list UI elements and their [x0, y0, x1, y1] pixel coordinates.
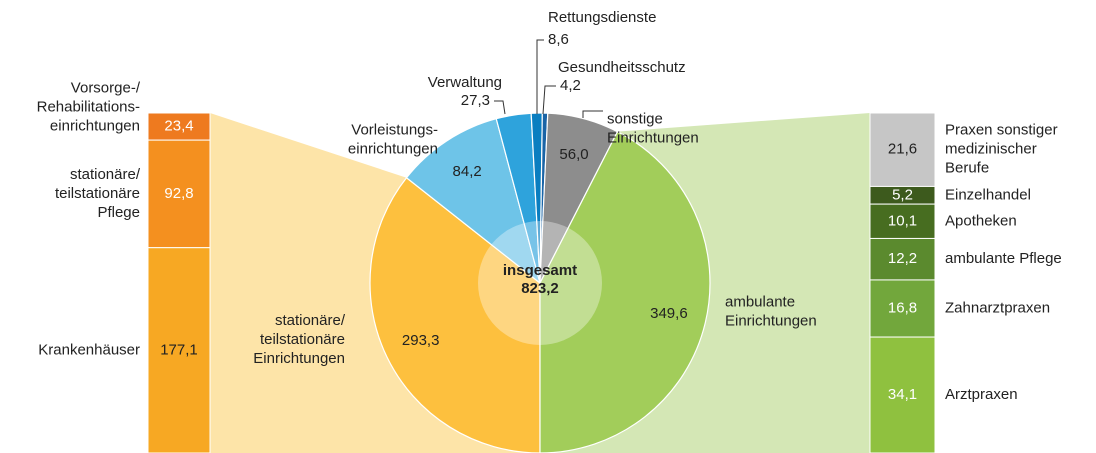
bar-value: 177,1 [160, 341, 198, 358]
pie [369, 112, 711, 453]
slice-name: Rettungsdienste [548, 9, 656, 26]
bar-value: 12,2 [888, 250, 917, 267]
bar-label: Arztpraxen [945, 386, 1018, 403]
bar-segment [869, 237, 936, 281]
bar-label: Zahnarztpraxen [945, 299, 1050, 316]
bars [147, 112, 936, 453]
bar-value: 5,2 [892, 186, 913, 203]
labels: stationäre/teilstationäre Einrichtungen 29… [37, 9, 1062, 403]
total-value: 823,2 [521, 280, 559, 297]
slice-value: 8,6 [548, 31, 569, 48]
slice-name: sonstige Einrichtungen [607, 110, 699, 146]
bar-segment [147, 139, 211, 249]
bar-segment [869, 279, 936, 338]
leader-line [542, 85, 556, 115]
bar-label: Krankenhäuser [38, 341, 140, 358]
bar-label: ambulante Pflege [945, 250, 1062, 267]
bar-value: 16,8 [888, 299, 917, 316]
bar-value: 21,6 [888, 141, 917, 158]
bar-segment [869, 203, 936, 239]
bar-value: 34,1 [888, 386, 917, 403]
slice-name: Gesundheitsschutz [558, 59, 686, 76]
bar-label: stationäre/teilstationäre Pflege [55, 166, 141, 221]
pie-slice [539, 130, 711, 453]
slice-name: Verwaltung [428, 74, 502, 91]
slice-value: 4,2 [560, 77, 581, 94]
bar-value: 92,8 [164, 185, 193, 202]
total-label: insgesamt [503, 262, 577, 279]
slice-name: Vorleistungs-einrichtungen [348, 121, 438, 157]
slice-value: 84,2 [453, 163, 482, 180]
leader-line [582, 110, 603, 118]
bar-segment [869, 336, 936, 453]
bar-segment [147, 247, 211, 453]
leader-line [494, 100, 506, 115]
slice-name: ambulante Einrichtungen [725, 293, 817, 329]
bar-label: Einzelhandel [945, 186, 1031, 203]
bar-segment [869, 112, 936, 187]
slice-value: 56,0 [559, 146, 588, 163]
center-circle [478, 221, 602, 345]
slice-value: 27,3 [461, 92, 490, 109]
pie-slice [369, 176, 541, 453]
leader-line [536, 39, 544, 114]
bar-value: 23,4 [164, 118, 193, 135]
slice-value: 293,3 [402, 332, 440, 349]
bar-label: Vorsorge-/Rehabilitations-einrichtungen [37, 80, 141, 135]
bar-value: 10,1 [888, 212, 917, 229]
slice-value: 349,6 [650, 305, 688, 322]
slice-name: stationäre/teilstationäre Einrichtungen [253, 312, 346, 367]
bar-label: Praxen sonstiger medizinischer Berufe [945, 122, 1058, 177]
bar-segment [147, 112, 211, 141]
bar-label: Apotheken [945, 212, 1017, 229]
